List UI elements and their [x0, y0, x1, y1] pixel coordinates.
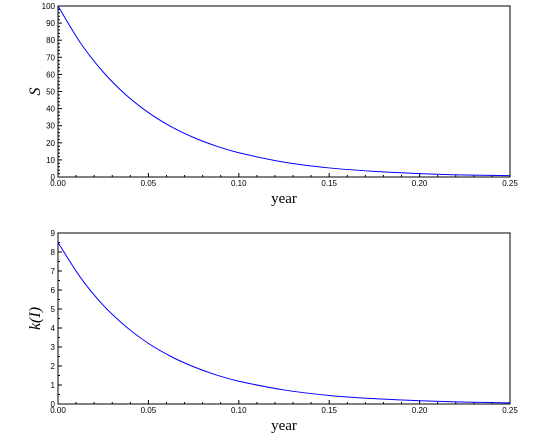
series-line	[57, 5, 511, 177]
y-tick-label: 90	[46, 19, 55, 28]
x-axis-label: year	[271, 418, 297, 434]
x-tick-label: 0.15	[321, 179, 337, 188]
data-point	[216, 146, 217, 147]
y-axis-label: k(I)	[27, 307, 44, 330]
data-point	[464, 402, 465, 403]
data-point	[125, 94, 126, 95]
data-point	[238, 152, 239, 153]
data-point	[284, 162, 285, 163]
y-tick-label: 5	[51, 305, 56, 314]
x-tick-label: 0.20	[412, 179, 428, 188]
data-point	[80, 277, 81, 278]
x-tick-label: 0.00	[50, 406, 66, 415]
plot-frame	[57, 5, 511, 178]
data-point	[510, 175, 511, 176]
x-tick-label: 0.10	[231, 179, 247, 188]
x-tick-label: 0.00	[50, 179, 66, 188]
y-tick-label: 70	[46, 53, 55, 62]
plot-frame	[57, 232, 511, 405]
y-tick-label: 8	[51, 248, 56, 257]
x-tick-label: 0.20	[412, 406, 428, 415]
x-tick-label: 0.10	[231, 406, 247, 415]
data-point	[171, 356, 172, 357]
chart-panel-s: 0.00 0.05 0.10 0.15 0.20 0.25 0 10 20 30 40 50 60 70 8…	[27, 2, 518, 207]
data-point	[216, 374, 217, 375]
y-tick-label: 80	[46, 36, 55, 45]
data-point	[510, 402, 511, 403]
y-tick-label: 10	[46, 156, 55, 165]
y-tick-label: 20	[46, 139, 55, 148]
data-point	[148, 343, 149, 344]
x-axis-label: year	[271, 191, 297, 207]
data-point	[464, 174, 465, 175]
data-point	[284, 389, 285, 390]
x-tick-label: 0.15	[321, 406, 337, 415]
y-axis-label: S	[27, 88, 44, 96]
y-tick-label: 9	[51, 229, 56, 238]
y-tick-label: 100	[42, 2, 56, 11]
y-tick-label: 6	[51, 286, 56, 295]
data-point	[419, 173, 420, 174]
x-tick-label: 0.05	[141, 179, 157, 188]
data-point	[193, 366, 194, 367]
data-point	[329, 395, 330, 396]
data-point	[58, 242, 59, 243]
x-tick-label: 0.05	[141, 406, 157, 415]
data-point	[171, 126, 172, 127]
data-point	[103, 305, 104, 306]
y-tick-label: 1	[51, 381, 56, 390]
y-tick-label: 50	[46, 88, 55, 97]
data-point	[103, 72, 104, 73]
x-tick-label: 0.25	[502, 406, 518, 415]
data-point	[125, 326, 126, 327]
series-line	[57, 242, 511, 404]
y-tick-label: 7	[51, 267, 56, 276]
data-point	[374, 171, 375, 172]
y-tick-label: 40	[46, 105, 55, 114]
y-tick-label: 0	[51, 173, 56, 182]
data-point	[329, 167, 330, 168]
y-tick-label: 2	[51, 362, 56, 371]
y-tick-label: 60	[46, 70, 55, 79]
data-point	[193, 137, 194, 138]
data-point	[419, 400, 420, 401]
data-point	[374, 398, 375, 399]
data-point	[238, 381, 239, 382]
data-point	[58, 6, 59, 7]
y-tick-label: 3	[51, 343, 56, 352]
x-tick-label: 0.25	[502, 179, 518, 188]
y-tick-label: 30	[46, 122, 55, 131]
data-point	[148, 112, 149, 113]
y-tick-label: 4	[51, 324, 56, 333]
data-point	[80, 43, 81, 44]
chart-panel-k: 0.00 0.05 0.10 0.15 0.20 0.25 0 1 2 3 4 5 6 7 8 9 year k(…	[27, 229, 518, 434]
y-tick-label: 0	[51, 400, 56, 409]
